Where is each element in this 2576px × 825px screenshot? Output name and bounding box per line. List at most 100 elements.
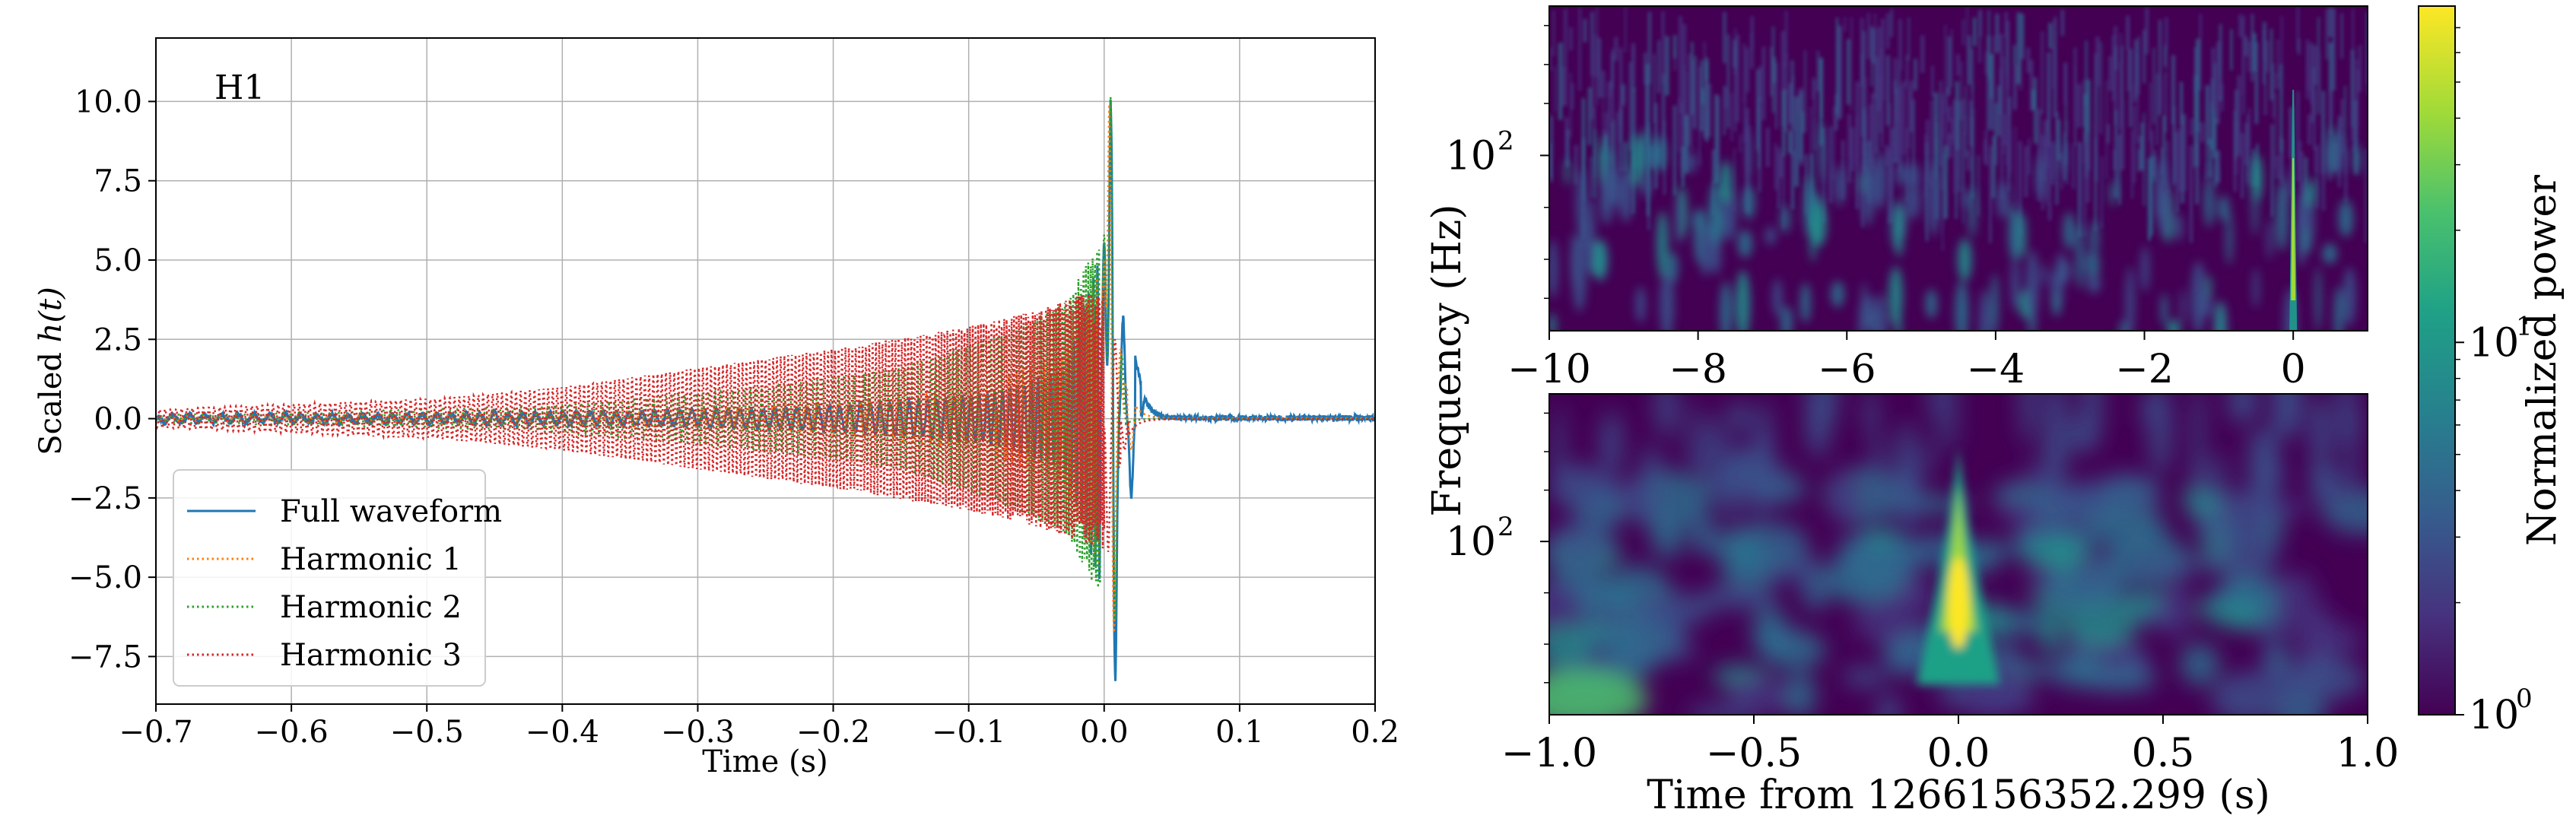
noise-streak xyxy=(2358,45,2362,92)
noise-blob xyxy=(1656,211,1669,278)
noise-blob xyxy=(2085,507,2168,547)
noise-streak xyxy=(1591,52,1595,120)
noise-streak xyxy=(2350,125,2353,141)
noise-streak xyxy=(1758,65,1762,104)
noise-streak xyxy=(1944,24,1947,114)
noise-streak xyxy=(1912,99,1915,183)
noise-streak xyxy=(1898,84,1903,173)
noise-streak xyxy=(1604,135,1608,153)
noise-streak xyxy=(1645,79,1650,144)
noise-blob xyxy=(2352,144,2362,175)
noise-streak xyxy=(1701,87,1704,105)
noise-streak xyxy=(2309,395,2333,466)
noise-blob xyxy=(1996,182,2011,219)
noise-streak xyxy=(1907,17,1910,61)
noise-streak xyxy=(2041,30,2044,115)
noise-streak xyxy=(2344,85,2346,174)
noise-blob xyxy=(1809,208,1816,262)
noise-streak xyxy=(2051,141,2054,186)
noise-blob xyxy=(1635,286,1646,323)
noise-streak xyxy=(1571,83,1574,110)
noise-streak xyxy=(1714,94,1719,184)
noise-streak xyxy=(1647,122,1650,216)
noise-streak xyxy=(1961,19,1965,46)
noise-streak xyxy=(1711,150,1715,215)
noise-streak xyxy=(2308,114,2311,145)
noise-streak xyxy=(2031,449,2040,519)
noise-blob xyxy=(1990,273,1999,331)
noise-streak xyxy=(2061,9,2064,36)
noise-streak xyxy=(2365,149,2368,243)
noise-streak xyxy=(2274,93,2277,168)
noise-streak xyxy=(1647,11,1651,84)
noise-streak xyxy=(1553,417,1563,505)
noise-streak xyxy=(1955,81,1959,150)
noise-streak xyxy=(2276,40,2279,78)
noise-streak xyxy=(1705,465,1726,498)
chirp-core xyxy=(2291,158,2296,300)
noise-streak xyxy=(1989,145,1992,227)
noise-streak xyxy=(2326,8,2328,60)
noise-streak xyxy=(2154,150,2156,182)
noise-streak xyxy=(1978,36,1981,63)
noise-streak xyxy=(2318,50,2320,94)
noise-streak xyxy=(1860,17,1864,87)
noise-streak xyxy=(1564,8,1568,106)
noise-streak xyxy=(1903,80,1906,156)
noise-blob xyxy=(1699,223,1712,276)
waveform-legend: Full waveform Harmonic 1 Harmonic 2 Harmoni… xyxy=(173,469,502,687)
noise-streak xyxy=(2280,15,2282,94)
noise-streak xyxy=(1893,58,1897,94)
noise-streak xyxy=(1590,157,1592,198)
noise-streak xyxy=(2328,7,2333,37)
noise-streak xyxy=(2001,56,2005,154)
noise-streak xyxy=(2200,122,2204,142)
noise-streak xyxy=(2162,116,2165,186)
noise-streak xyxy=(1772,459,1785,495)
waveform-y-axis-label-prefix: Scaled xyxy=(33,342,68,455)
spectrogram-y-axis-label: Frequency (Hz) xyxy=(1425,204,1470,516)
noise-blob xyxy=(2278,656,2366,702)
noise-streak xyxy=(1948,106,1952,122)
noise-streak xyxy=(2014,126,2016,207)
noise-blob xyxy=(1676,194,1682,246)
noise-streak xyxy=(2215,451,2228,517)
noise-streak xyxy=(2333,8,2336,88)
noise-blob xyxy=(1549,669,1648,715)
legend-entry-label: Harmonic 2 xyxy=(280,590,462,625)
noise-streak xyxy=(2245,36,2247,56)
noise-blob xyxy=(1710,201,1723,252)
noise-blob xyxy=(2025,249,2040,322)
noise-streak xyxy=(1992,135,1996,198)
noise-blob xyxy=(2206,274,2212,302)
noise-streak xyxy=(1662,73,1666,170)
noise-blob xyxy=(1602,163,1615,202)
noise-blob xyxy=(1852,610,1911,641)
noise-streak xyxy=(2211,47,2215,109)
noise-streak xyxy=(2044,434,2066,522)
noise-blob xyxy=(1904,181,1920,220)
noise-streak xyxy=(1625,6,1627,53)
noise-streak xyxy=(2314,147,2319,173)
spectrogram-bottom-y-ticks: 10 2 xyxy=(1446,412,1549,684)
noise-streak xyxy=(1688,53,1691,146)
x-tick-label: −4 xyxy=(1967,347,2025,392)
noise-streak xyxy=(2345,441,2359,507)
noise-blob xyxy=(2182,484,2218,516)
noise-streak xyxy=(2205,85,2208,179)
noise-blob xyxy=(2284,167,2290,209)
noise-streak xyxy=(1609,81,1612,97)
noise-blob xyxy=(2156,180,2171,236)
noise-streak xyxy=(1940,99,1943,190)
noise-blob xyxy=(2211,671,2287,715)
noise-streak xyxy=(2107,124,2110,144)
noise-streak xyxy=(1772,26,1774,113)
noise-streak xyxy=(1850,17,1853,112)
noise-blob xyxy=(2190,261,2206,331)
colorbar-tick-label-exponent: 1 xyxy=(2516,311,2533,341)
x-tick-label: 0 xyxy=(2281,347,2306,392)
noise-streak xyxy=(2181,113,2184,204)
noise-streak xyxy=(2218,76,2222,97)
noise-streak xyxy=(2356,69,2359,128)
noise-blob xyxy=(1736,270,1751,331)
